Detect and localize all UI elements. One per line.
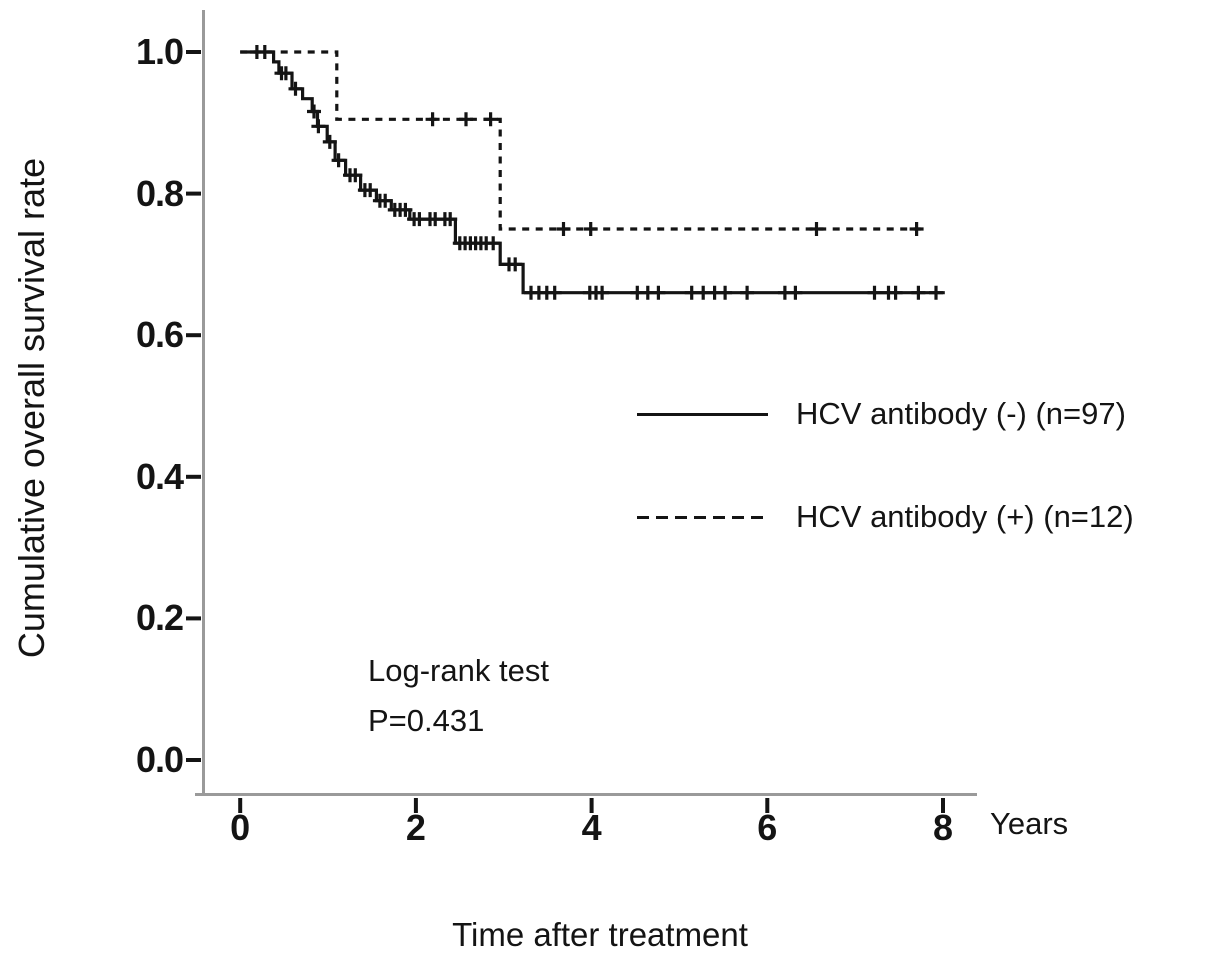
y-tick-label: 0.6 <box>135 314 184 356</box>
survival-curve-hcv-positive <box>240 50 921 231</box>
x-axis-title: Time after treatment <box>452 916 748 953</box>
survival-curve-hcv-negative <box>240 50 945 295</box>
x-tick-label: 4 <box>581 807 602 848</box>
censor-marks-hcv-negative <box>249 45 943 300</box>
logrank-test-label: Log-rank test <box>368 653 549 688</box>
x-tick-label: 8 <box>932 807 954 848</box>
y-tick-label: 0.8 <box>135 172 184 214</box>
legend-label-hcv-negative: HCV antibody (-) (n=97) <box>796 396 1126 431</box>
y-tick-label: 0.4 <box>135 455 184 497</box>
censor-marks-hcv-positive <box>425 112 924 236</box>
x-axis-unit-label: Years <box>990 806 1069 841</box>
y-tick-label: 0.0 <box>135 739 184 780</box>
logrank-annotation: Log-rank test P=0.431 <box>368 646 549 746</box>
x-tick-label: 6 <box>757 807 778 848</box>
x-tick-label: 0 <box>230 807 251 848</box>
p-value-label: P=0.431 <box>368 703 485 738</box>
y-axis-title: Cumulative overall survival rate <box>11 157 52 659</box>
y-tick-label: 1.0 <box>135 31 184 72</box>
y-tick-label: 0.2 <box>135 597 184 639</box>
legend-label-hcv-positive: HCV antibody (+) (n=12) <box>796 499 1134 534</box>
x-tick-label: 2 <box>405 807 426 848</box>
